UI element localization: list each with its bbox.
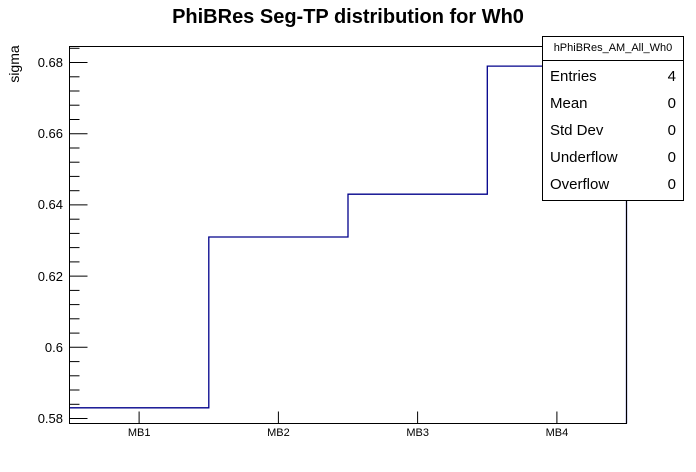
x-tick-label: MB4 [545, 427, 569, 439]
x-axis-ticks [138, 411, 558, 424]
x-tick-label: MB3 [406, 427, 429, 439]
stats-row-value: 0 [667, 122, 676, 139]
plot-frame [69, 46, 627, 424]
stats-row-value: 0 [667, 176, 676, 193]
stats-row-value: 0 [667, 95, 676, 112]
y-tick-label: 0.58 [37, 411, 63, 427]
stats-row: Std Dev 0 [550, 122, 676, 139]
y-tick-label: 0.6 [44, 339, 63, 355]
stats-row: Mean 0 [550, 95, 676, 112]
y-axis-major-ticks [69, 62, 88, 419]
stats-row-label: Underflow [550, 149, 618, 166]
stats-box: hPhiBRes_AM_All_Wh0 Entries 4 Mean 0 Std Dev… [542, 36, 684, 201]
stats-row: Underflow 0 [550, 149, 676, 166]
y-tick-label: 0.64 [37, 197, 63, 213]
stats-row-label: Overflow [550, 176, 610, 193]
stats-row-label: Mean [550, 95, 588, 112]
y-axis-minor-ticks [69, 47, 80, 405]
y-tick-label: 0.66 [37, 126, 63, 142]
stats-row-value: 4 [667, 68, 676, 85]
stats-row: Overflow 0 [550, 176, 676, 193]
x-tick-label: MB2 [267, 427, 290, 439]
y-tick-label: 0.68 [37, 55, 63, 71]
stats-row-label: Entries [550, 68, 597, 85]
y-tick-label: 0.62 [37, 268, 63, 284]
stats-box-rows: Entries 4 Mean 0 Std Dev 0 Underflow 0 Overflow 0 [543, 61, 683, 200]
stats-row-value: 0 [667, 149, 676, 166]
x-tick-label: MB1 [127, 427, 151, 439]
stats-row-label: Std Dev [550, 122, 604, 139]
stats-box-title: hPhiBRes_AM_All_Wh0 [543, 37, 683, 61]
chart-title: PhiBRes Seg-TP distribution for Wh0 [172, 6, 524, 28]
stats-row: Entries 4 [550, 68, 676, 85]
